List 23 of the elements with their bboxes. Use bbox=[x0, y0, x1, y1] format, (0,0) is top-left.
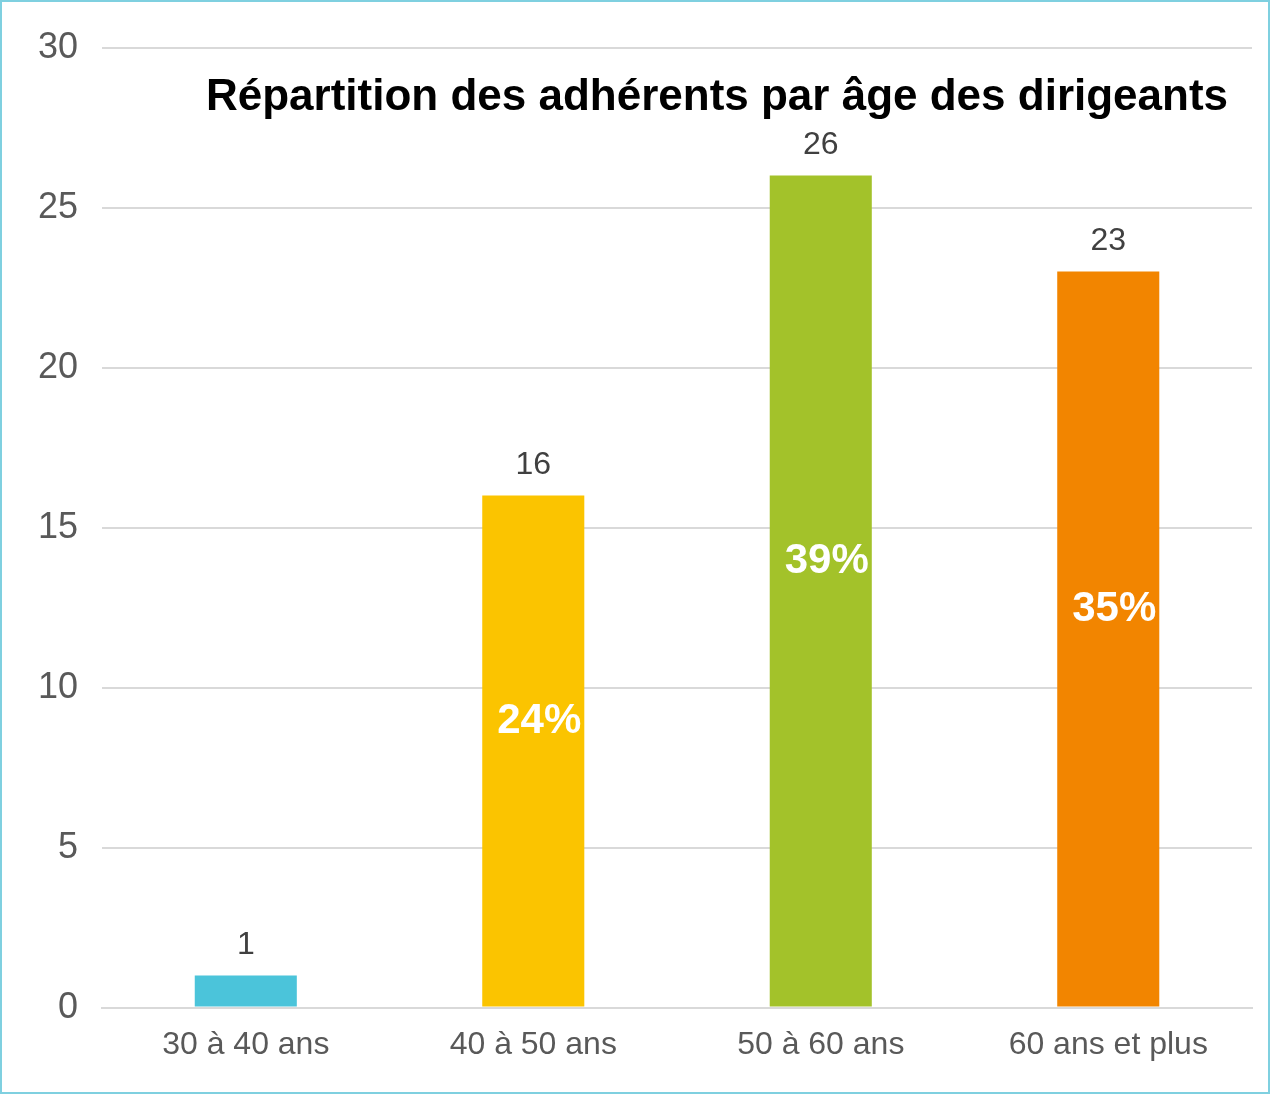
data-label: 26 bbox=[802, 125, 839, 162]
bar bbox=[1057, 271, 1160, 1007]
y-tick-label: 10 bbox=[38, 664, 79, 706]
annotation: 35% bbox=[1072, 582, 1157, 630]
x-tick-label: 30 à 40 ans bbox=[162, 1024, 330, 1061]
bar bbox=[194, 975, 297, 1007]
x-tick-label: 60 ans et plus bbox=[1008, 1024, 1208, 1061]
y-tick-label: 5 bbox=[58, 824, 79, 866]
annotation: 39% bbox=[784, 534, 869, 582]
data-label: 16 bbox=[515, 445, 552, 482]
y-tick-label: 30 bbox=[38, 24, 79, 66]
annotation: 24% bbox=[497, 694, 582, 742]
x-tick-label: 40 à 50 ans bbox=[449, 1024, 617, 1061]
y-tick-label: 15 bbox=[38, 504, 79, 546]
data-label: 1 bbox=[236, 925, 255, 962]
text: Répartition des adhérents par âge des dirigeants bbox=[205, 69, 1229, 119]
bar bbox=[482, 495, 585, 1007]
x-tick-label: 50 à 60 ans bbox=[737, 1024, 905, 1061]
y-tick-label: 20 bbox=[38, 344, 79, 386]
y-tick-label: 25 bbox=[38, 184, 79, 226]
bar bbox=[769, 175, 872, 1007]
y-tick-label: 0 bbox=[58, 984, 79, 1026]
data-label: 23 bbox=[1090, 221, 1127, 258]
